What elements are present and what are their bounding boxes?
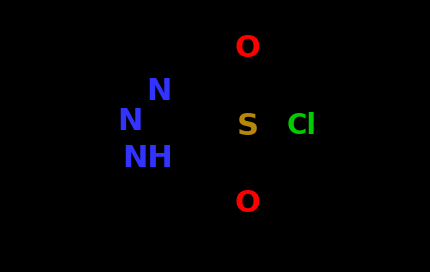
Text: O: O — [235, 190, 261, 218]
Text: Cl: Cl — [287, 113, 317, 140]
Text: NH: NH — [123, 144, 173, 173]
Text: S: S — [237, 112, 258, 141]
Text: O: O — [235, 35, 261, 63]
Text: N: N — [146, 77, 171, 106]
Text: N: N — [117, 107, 142, 136]
